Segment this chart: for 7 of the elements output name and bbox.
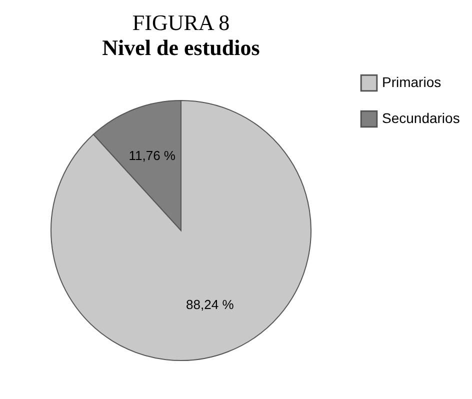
chart-title: FIGURA 8	[132, 10, 230, 35]
pie-slice	[50, 100, 312, 361]
data-label: 88,24 %	[186, 297, 234, 312]
data-label: 11,76 %	[128, 148, 176, 163]
legend-label: Secundarios	[382, 110, 460, 126]
chart-subtitle: Nivel de estudios	[102, 35, 260, 60]
legend-label: Primarios	[382, 74, 442, 90]
